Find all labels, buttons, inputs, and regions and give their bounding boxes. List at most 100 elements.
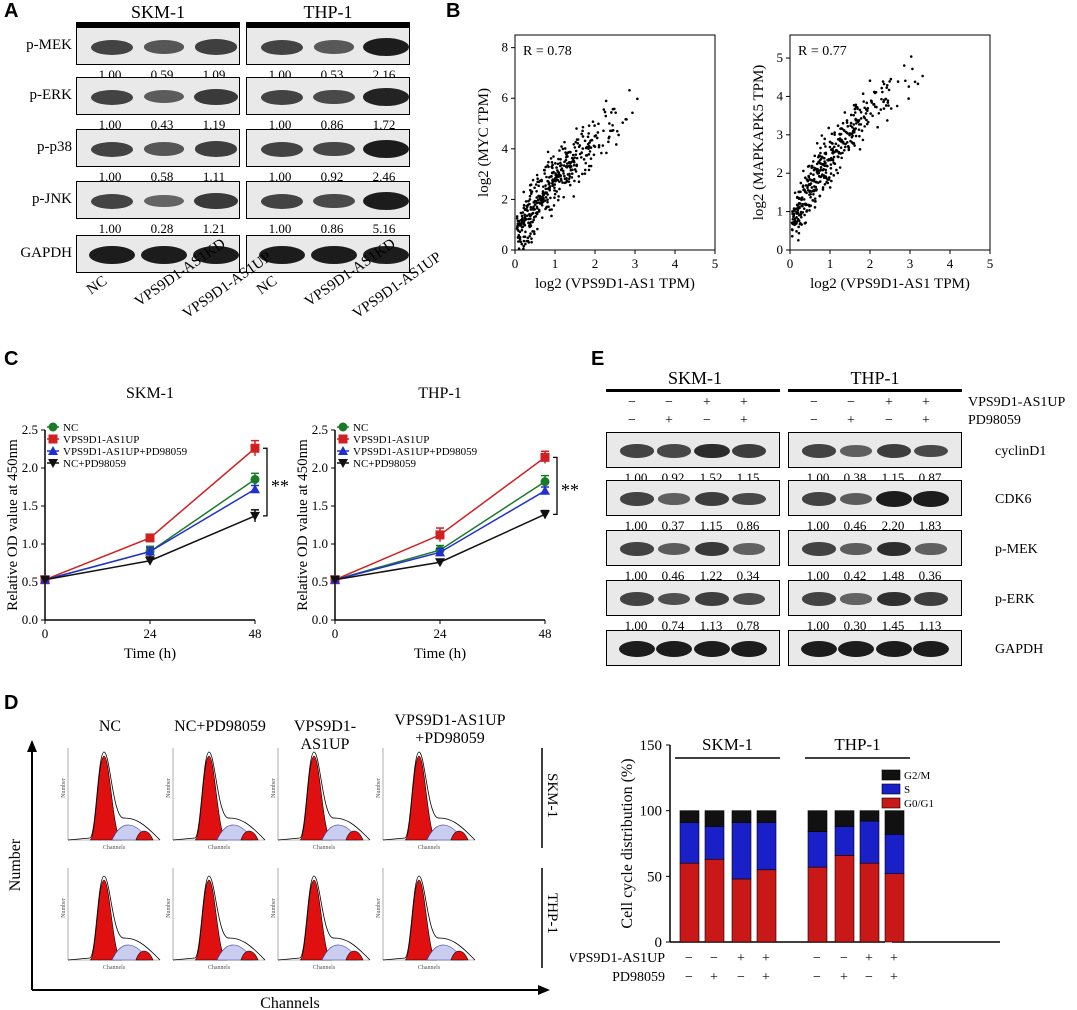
densitometry-value: 1.00 [806,568,830,583]
y-tick-label: 0 [777,242,784,257]
stacked-bar-segment [731,810,752,823]
scatter-point [607,136,611,140]
scatter-point [603,110,607,114]
blot-strip [788,432,962,468]
legend-swatch [881,797,901,809]
plot-frame [789,34,991,251]
scatter-point [608,122,611,125]
scatter-point [858,108,862,112]
scatter-point [597,145,601,149]
legend-entry: VPS9D1-AS1UP [353,434,429,446]
scatter-point [545,205,549,209]
densitometry-value: 0.74 [661,618,685,633]
scatter-point [567,177,571,181]
scatter-point [548,187,551,191]
scatter-point [830,179,833,183]
densitometry-value: 1.22 [699,568,723,583]
scatter-point [836,155,840,158]
scatter-point [853,111,857,114]
densitometry-value: 1.00 [268,117,292,132]
scatter-point [527,224,531,227]
scatter-point [583,168,587,172]
scatter-point [792,214,796,217]
blot-band [620,592,654,606]
cell-line-label: SKM-1 [667,368,722,388]
mini-y-label: Number [166,778,172,798]
x-tick-label: 0 [787,256,794,271]
y-tick-label: 5 [777,50,784,65]
scatter-point [576,138,580,141]
scatter-point [543,172,546,175]
blot-band [143,142,185,156]
data-point [435,558,445,568]
blot-strip [788,580,962,616]
column-label: VPS9D1-AS1UP [394,712,506,729]
densitometry-value: 5.16 [372,221,396,236]
scatter-point [799,181,803,185]
scatter-point [795,230,798,233]
scatter-point [835,168,838,172]
scatter-point [528,183,532,187]
scatter-point [803,222,807,225]
scatter-point [829,172,833,175]
densitometry-value: 0.30 [843,618,867,633]
scatter-point [532,215,536,219]
scatter-point [544,184,547,187]
blot-strip [246,27,410,65]
y-tick-label: 1.0 [22,536,38,551]
scatter-point [551,182,554,185]
scatter-point [570,160,574,164]
scatter-point [515,227,519,230]
densitometry-value: 1.15 [699,518,723,533]
scatter-point [577,175,581,178]
blot-band [731,444,766,458]
scatter-point [813,154,817,158]
scatter-point [528,194,532,198]
blot-strip [76,181,240,219]
scatter-point [557,195,560,198]
scatter-point [535,196,538,199]
stacked-bar-segment [807,810,828,832]
y-tick-label: 1.5 [312,498,328,513]
scatter-point [803,202,807,206]
scatter-point [526,239,530,243]
scatter-point [797,201,801,205]
scatter-point [877,111,881,115]
scatter-point [563,160,566,164]
blot-band [260,39,304,55]
scatter-point [573,179,576,183]
blot-band [915,543,947,555]
x-tick-label: 2 [592,256,599,271]
treatment-sign: + [740,413,748,428]
scatter-point [823,183,827,186]
blot-band [694,542,730,556]
scatter-point [533,186,536,190]
x-axis-label: Channels [260,995,320,1009]
scatter-point [534,183,538,186]
scatter-point [791,217,795,221]
scatter-point [611,107,615,111]
scatter-point [547,176,551,179]
scatter-point [846,144,850,148]
group-label: THP-1 [834,735,880,754]
scatter-point [813,197,817,200]
cell-line-bar [788,389,962,392]
scatter-point [551,171,554,175]
scatter-point [810,165,814,169]
scatter-point [577,180,581,184]
scatter-point [536,198,540,202]
blot-band [193,246,239,264]
scatter-point [543,199,547,202]
blot-band [194,39,238,55]
scatter-point [555,166,558,169]
g0g1-peak [299,755,333,841]
scatter-mapkapk5: 0 1 2 3 4 5 0 1 2 3 4 5 log2 (VPS9D1-AS1 TPM) log2 (M… [751,34,993,292]
scatter-point [557,173,560,177]
scatter-point [531,178,535,182]
stacked-bar-segment [704,810,725,827]
plot-frame [514,34,716,251]
scatter-point [806,179,810,183]
scatter-point [582,158,586,161]
column-label: +PD98059 [415,730,485,747]
y-tick-label: 2.5 [312,422,328,437]
